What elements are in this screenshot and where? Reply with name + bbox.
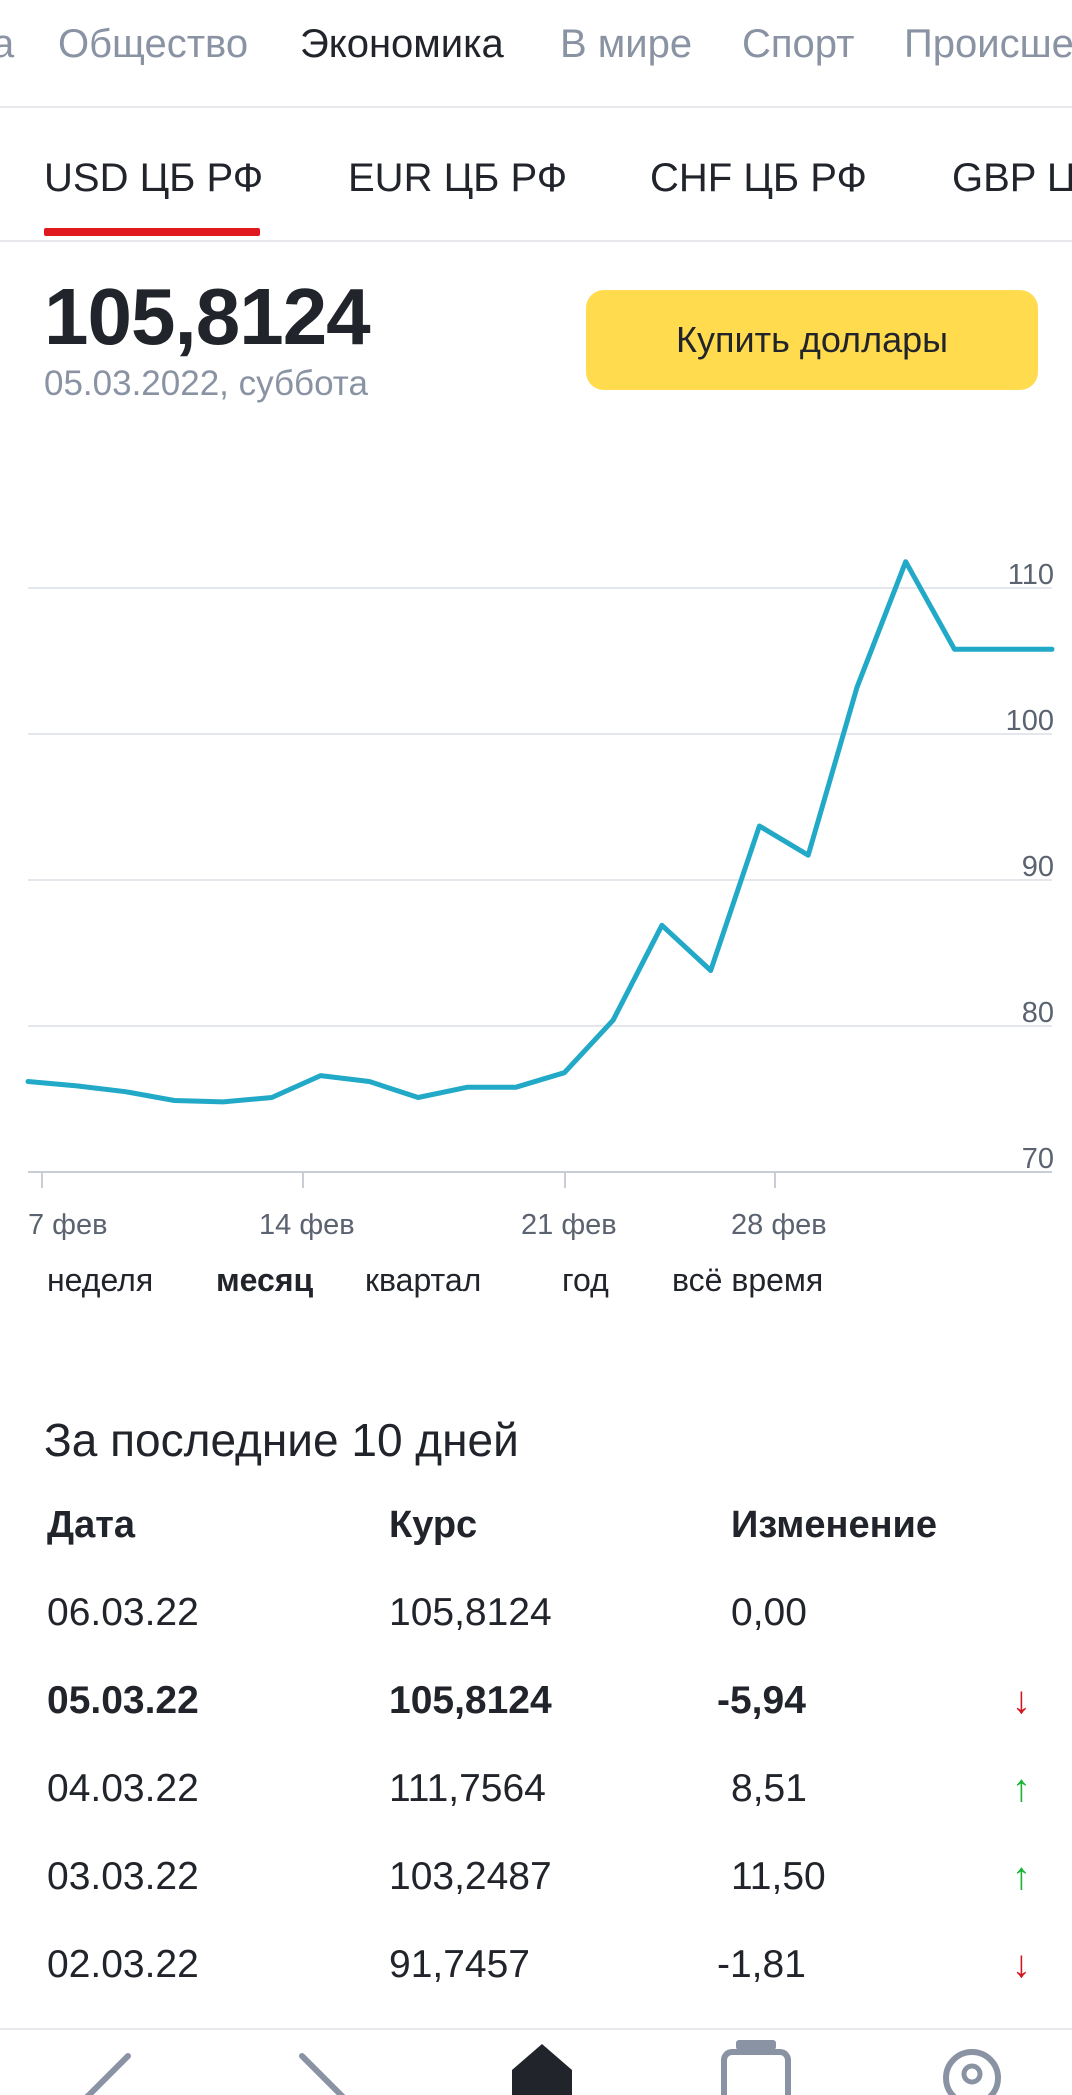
- row-change: 11,50: [731, 1855, 826, 1898]
- x-tick-label: 14 фев: [259, 1209, 355, 1240]
- row-rate: 105,8124: [389, 1679, 552, 1722]
- x-tick-label: 28 фев: [731, 1209, 827, 1240]
- section-nav-item-incidents[interactable]: Происше: [904, 22, 1072, 66]
- bottom-bar-icons: [84, 2040, 1001, 2095]
- row-change: -5,94: [717, 1679, 806, 1722]
- row-change: 8,51: [731, 1767, 807, 1810]
- arrow-up-icon: ↑: [1012, 1856, 1031, 1898]
- section-nav-item-economy[interactable]: Экономика: [300, 22, 504, 66]
- rate-chart[interactable]: 110 100 90 80 70 7 фев 14 фев 21 фев 28 фев: [0, 520, 1072, 1240]
- row-date: 05.03.22: [47, 1679, 199, 1722]
- y-tick-label: 80: [1022, 997, 1054, 1029]
- buy-dollars-button[interactable]: Купить доллары: [586, 290, 1038, 390]
- row-rate: 91,7457: [389, 1943, 530, 1986]
- currency-tabs: USD ЦБ РФ EUR ЦБ РФ CHF ЦБ РФ GBP Ц: [0, 116, 1072, 242]
- y-tick-label: 110: [1008, 559, 1054, 591]
- back-arrow-icon[interactable]: [84, 2053, 150, 2095]
- bottom-navigation-bar: [0, 2028, 1072, 2095]
- arrow-down-icon: ↓: [1012, 1944, 1031, 1986]
- period-week[interactable]: неделя: [47, 1262, 154, 1298]
- row-date: 06.03.22: [47, 1591, 199, 1634]
- row-date: 04.03.22: [47, 1767, 199, 1810]
- row-rate: 111,7564: [389, 1767, 546, 1810]
- y-tick-label: 90: [1022, 851, 1054, 883]
- section-nav-item-prev[interactable]: а: [0, 18, 14, 70]
- history-header-date: Дата: [47, 1504, 135, 1546]
- row-rate: 103,2487: [389, 1855, 552, 1898]
- history-title: За последние 10 дней: [44, 1414, 519, 1466]
- y-tick-label: 70: [1022, 1143, 1054, 1175]
- tab-eur[interactable]: EUR ЦБ РФ: [348, 156, 568, 200]
- profile-icon[interactable]: [943, 2049, 1001, 2095]
- row-date: 03.03.22: [47, 1855, 199, 1898]
- row-rate: 105,8124: [389, 1591, 552, 1634]
- forward-arrow-icon[interactable]: [280, 2053, 346, 2095]
- current-rate-date: 05.03.2022, суббота: [44, 364, 368, 403]
- x-tick-label: 21 фев: [521, 1209, 617, 1240]
- period-selector: неделя месяц квартал год всё время: [0, 1258, 1072, 1308]
- section-nav-item-world[interactable]: В мире: [560, 22, 693, 66]
- period-month[interactable]: месяц: [216, 1262, 314, 1298]
- period-quarter[interactable]: квартал: [365, 1262, 482, 1298]
- rate-line-series: [25, 559, 1055, 1105]
- row-change: 0,00: [731, 1591, 807, 1634]
- tabs-icon[interactable]: [721, 2040, 791, 2095]
- period-year[interactable]: год: [562, 1262, 609, 1298]
- section-nav-item-sport[interactable]: Спорт: [742, 22, 855, 66]
- x-tick-label: 7 фев: [28, 1209, 108, 1240]
- section-nav-item-society[interactable]: Общество: [58, 22, 249, 66]
- rate-chart-svg: 110 100 90 80 70 7 фев 14 фев 21 фев 28 фев: [25, 559, 1055, 1240]
- y-tick-label: 100: [1006, 705, 1054, 737]
- row-date: 02.03.22: [47, 1943, 199, 1986]
- active-tab-indicator: [44, 228, 260, 236]
- period-all-time[interactable]: всё время: [672, 1262, 824, 1298]
- tab-gbp[interactable]: GBP Ц: [952, 156, 1072, 200]
- history-header-change: Изменение: [731, 1504, 938, 1546]
- tab-usd[interactable]: USD ЦБ РФ: [44, 156, 264, 200]
- current-rate-value: 105,8124: [44, 272, 371, 361]
- arrow-up-icon: ↑: [1012, 1768, 1031, 1810]
- history-header-rate: Курс: [389, 1504, 478, 1546]
- home-icon[interactable]: [512, 2044, 572, 2095]
- section-nav: а Общество Экономика В мире Спорт Происш…: [0, 0, 1072, 108]
- tab-chf[interactable]: CHF ЦБ РФ: [650, 156, 867, 200]
- row-change: -1,81: [717, 1943, 806, 1986]
- arrow-down-icon: ↓: [1012, 1680, 1031, 1722]
